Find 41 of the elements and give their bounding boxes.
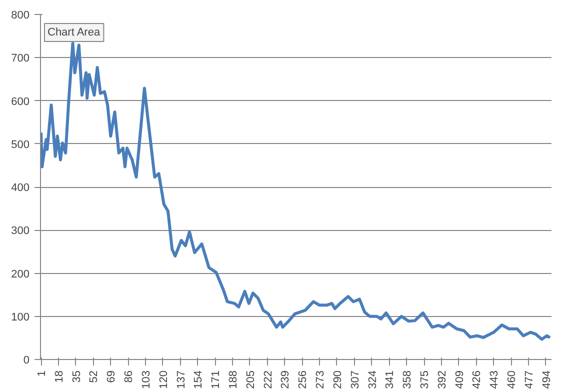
y-tick-label: 200 bbox=[11, 268, 30, 280]
x-tick-label: 35 bbox=[70, 370, 83, 383]
x-tick-label: 137 bbox=[175, 370, 188, 389]
x-tick-label: 324 bbox=[366, 370, 379, 389]
y-tick-label: 0 bbox=[23, 354, 30, 366]
x-tick-label: 52 bbox=[88, 370, 100, 383]
y-tick-label: 300 bbox=[11, 225, 30, 238]
y-tick-label: 600 bbox=[11, 96, 30, 108]
x-tick-label: 273 bbox=[314, 370, 327, 389]
annotation: Chart Area bbox=[48, 26, 101, 38]
x-tick-label: 409 bbox=[454, 370, 466, 389]
x-tick-label: 477 bbox=[523, 370, 536, 389]
x-tick-label: 460 bbox=[506, 370, 518, 389]
y-tick-label: 500 bbox=[11, 138, 30, 151]
x-tick-label: 222 bbox=[262, 370, 274, 389]
line-series bbox=[40, 42, 552, 341]
x-tick-label: 18 bbox=[53, 370, 66, 383]
x-tick-label: 205 bbox=[244, 370, 257, 389]
y-tick-label: 800 bbox=[11, 10, 30, 22]
x-tick-label: 341 bbox=[384, 370, 396, 389]
x-tick-label: 392 bbox=[436, 370, 448, 389]
y-tick-label: 400 bbox=[11, 182, 30, 194]
x-tick-label: 69 bbox=[106, 370, 118, 383]
x-tick-label: 443 bbox=[488, 370, 501, 389]
x-tick-label: 358 bbox=[402, 370, 414, 389]
y-tick-label: 100 bbox=[11, 311, 30, 324]
x-tick-label: 86 bbox=[123, 370, 136, 383]
x-tick-label: 239 bbox=[280, 370, 292, 389]
x-tick-label: 494 bbox=[540, 370, 553, 389]
x-tick-label: 120 bbox=[158, 370, 170, 389]
x-tick-label: 290 bbox=[332, 370, 344, 389]
x-tick-label: 103 bbox=[140, 370, 152, 389]
x-tick-label: 188 bbox=[228, 370, 240, 389]
x-tick-label: 171 bbox=[210, 370, 222, 389]
x-tick-label: 375 bbox=[419, 370, 432, 389]
x-tick-label: 1 bbox=[36, 370, 48, 377]
y-tick-label: 700 bbox=[11, 52, 30, 65]
x-tick-label: 307 bbox=[349, 370, 362, 389]
x-tick-label: 426 bbox=[471, 370, 484, 389]
x-tick-label: 256 bbox=[297, 370, 310, 389]
x-tick-label: 154 bbox=[192, 370, 205, 389]
